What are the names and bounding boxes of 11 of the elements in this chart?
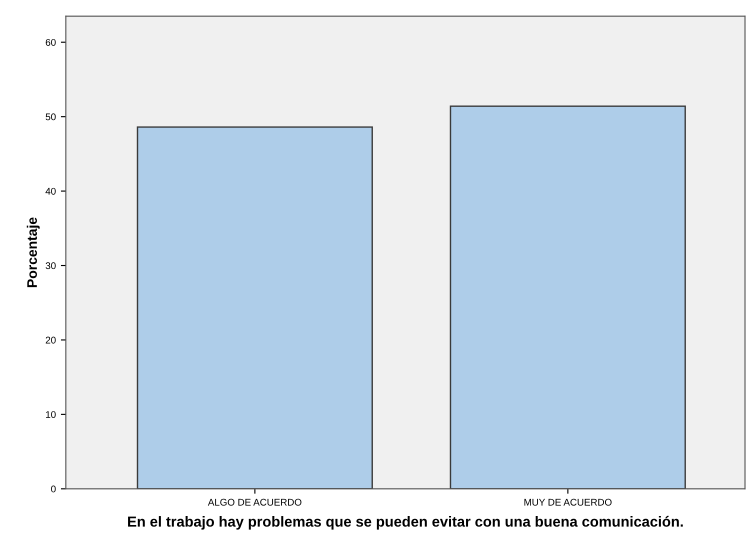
x-tick-label: ALGO DE ACUERDO <box>208 498 302 506</box>
x-axis-title: En el trabajo hay problemas que se pueden evitar con una buena comunicación. <box>128 516 683 530</box>
y-tick-label: 40 <box>46 188 56 195</box>
y-axis-title: Porcentaje <box>26 217 40 288</box>
y-tick-label: 0 <box>51 486 56 492</box>
y-tick-label: 20 <box>46 336 56 344</box>
x-tick-label: MUY DE ACUERDO <box>524 498 612 506</box>
y-tick-label: 50 <box>46 113 56 120</box>
y-tick-label: 60 <box>46 38 56 46</box>
y-tick-label: 30 <box>46 262 56 270</box>
y-tick-label: 10 <box>46 411 56 418</box>
